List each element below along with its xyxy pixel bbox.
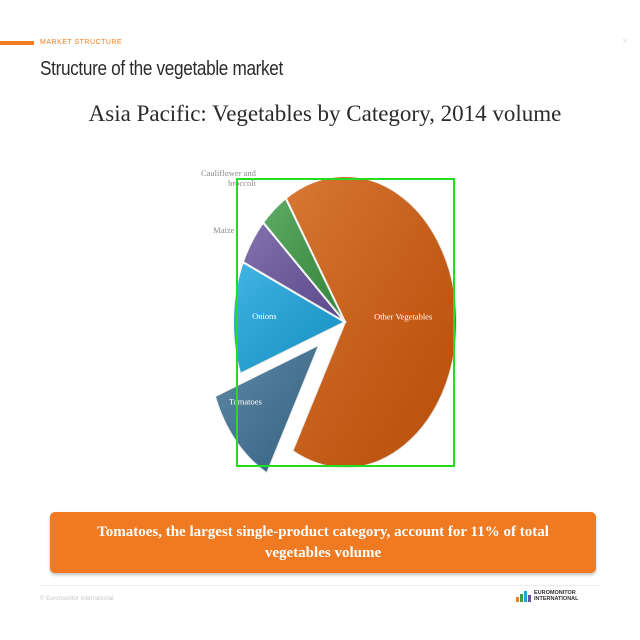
pie-slice-shading [285,176,457,468]
slice-label-tomatoes: Tomatoes [229,396,262,406]
section-label: Market Structure [40,39,123,46]
pie-slice-shading [233,262,345,374]
logo-bars-icon [516,590,531,602]
logo-text-line1: EUROMONITOR [534,590,576,596]
slice-label-other-vegetables: Other Vegetables [374,311,432,321]
slice-label-maize: Maize [213,225,234,235]
pie-slice-shading [263,198,345,322]
pie-slice-shading [214,344,320,474]
logo-text-line2: INTERNATIONAL [534,596,579,602]
slide-title: Structure of the vegetable market [40,58,283,80]
pie-slice-shading [242,222,345,322]
corner-close-icon[interactable]: × [622,36,628,47]
accent-bar [0,41,34,45]
chart-title: Asia Pacific: Vegetables by Category, 20… [88,101,562,126]
slice-label-cauliflower-and-broccoli: Cauliflower and broccoli [201,168,257,188]
callout-box: Tomatoes, the largest single-product cat… [50,512,596,573]
footer-divider [40,585,600,586]
euromonitor-logo: EUROMONITOR INTERNATIONAL [516,590,579,602]
slice-label-onions: Onions [252,311,277,321]
copyright-text: © Euromonitor International [40,596,114,602]
